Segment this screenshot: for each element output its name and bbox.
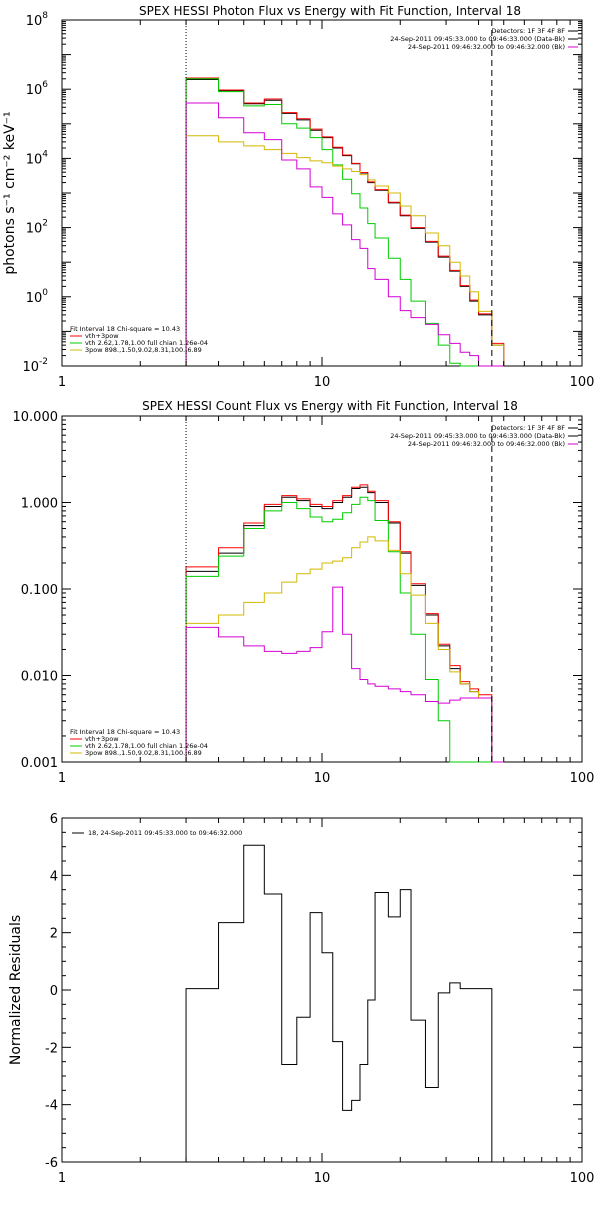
photon-legend-fit-interval: Fit Interval 18 Chi-square = 10.43 [70,325,180,333]
count-legend-fit-interval: Fit Interval 18 Chi-square = 10.43 [70,728,180,736]
count-legend-3pow: 3pow 898.,1.50,9.02,8.31,100.,6.89 [85,749,202,757]
photon-legend-detectors: Detectors: 1F 3F 4F 8F [491,27,565,35]
count-ytick-label: 0.010 [21,670,58,685]
count-legend-bk-interval: 24-Sep-2011 09:46:32.000 to 09:46:32.000… [408,440,565,448]
residuals-ticks: 1 10 100 -6 -4 -2 0 2 4 6 [45,812,594,1186]
photon-chart-title: SPEX HESSI Photon Flux vs Energy with Fi… [139,4,521,18]
photon-legend-data-interval: 24-Sep-2011 09:45:33.000 to 09:46:33.000… [390,35,565,43]
count-series-4 [185,586,504,763]
residuals-ylabel: Normalized Residuals [8,915,24,1065]
count-chart-title: SPEX HESSI Count Flux vs Energy with Fit… [142,399,518,413]
count-ticks: 1 10 100 0.001 0.010 0.100 1.000 10.000 [13,410,595,786]
photon-ytick-label: 100 [26,288,49,306]
count-legend-vth: vth 2.62,1.78,1.00 full chian 1.26e-04 [85,742,208,750]
photon-ytick-label: 10-2 [22,357,48,375]
residuals-ytick-label: 0 [50,984,58,999]
photon-ytick-label: 106 [26,80,49,98]
photon-legend-vth: vth 2.62,1.78,1.00 full chian 1.26e-04 [85,339,208,347]
photon-ytick-label: 104 [26,149,49,167]
photon-series-4 [185,102,504,367]
photon-series-2 [185,78,504,367]
residuals-xtick-label: 1 [58,1171,66,1186]
count-xtick-label: 100 [570,771,595,786]
photon-legend-bottom: Fit Interval 18 Chi-square = 10.43 vth+3… [70,325,208,354]
photon-ylabel: photons s⁻¹ cm⁻² keV⁻¹ [2,111,18,274]
count-ytick-label: 0.001 [21,756,58,771]
residuals-plot-frame [61,817,583,1163]
residuals-legend-interval: 18, 24-Sep-2011 09:45:33.000 to 09:46:32… [88,829,242,837]
count-plot-frame [61,415,583,763]
count-ytick-label: 0.100 [21,583,58,598]
residuals-ytick-label: 6 [50,812,58,827]
residuals-panel: Normalized Residuals 1 10 100 -6 -4 -2 0 2 4 6 18… [8,812,594,1186]
photon-series-0 [185,79,505,366]
count-series-2 [185,496,504,763]
count-xtick-label: 10 [314,771,331,786]
count-series-1 [185,484,504,763]
residuals-ytick-label: -4 [45,1099,58,1114]
residuals-ytick-label: 4 [50,869,58,884]
residuals-xtick-label: 100 [570,1171,595,1186]
count-vlines [185,416,493,762]
count-flux-panel: SPEX HESSI Count Flux vs Energy with Fit… [13,399,595,786]
count-ytick-label: 1.000 [21,497,58,512]
photon-ytick-label: 102 [26,219,48,237]
count-legend-top: Detectors: 1F 3F 4F 8F 24-Sep-2011 09:45… [390,424,578,448]
count-legend-vth3pow: vth+3pow [85,735,119,743]
photon-ticks: 1 10 100 10-2 100 102 104 106 108 [22,11,594,390]
photon-legend-top: Detectors: 1F 3F 4F 8F 24-Sep-2011 09:45… [390,27,578,51]
count-xtick-label: 1 [58,771,66,786]
photon-vlines [185,20,493,366]
residuals-ytick-label: 2 [50,927,58,942]
photon-xtick-label: 10 [314,375,331,390]
residuals-xtick-label: 10 [314,1171,331,1186]
photon-xtick-label: 100 [570,375,595,390]
photon-series-layer [185,77,505,367]
count-legend-bottom: Fit Interval 18 Chi-square = 10.43 vth+3… [70,728,208,757]
residuals-ytick-label: -6 [45,1156,58,1171]
count-legend-data-interval: 24-Sep-2011 09:45:33.000 to 09:46:33.000… [390,432,565,440]
residuals-series-layer [185,844,493,1162]
photon-ytick-label: 108 [26,11,49,29]
photon-xtick-label: 1 [58,375,66,390]
count-series-3 [185,536,504,763]
count-series-layer [185,484,504,763]
residuals-ytick-label: -2 [45,1041,58,1056]
residuals-series-0 [185,844,493,1162]
photon-legend-3pow: 3pow 898.,1.50,9.02,8.31,100.,6.89 [85,346,202,354]
count-legend-detectors: Detectors: 1F 3F 4F 8F [491,424,565,432]
photon-series-3 [185,135,505,366]
photon-legend-vth3pow: vth+3pow [85,332,119,340]
photon-flux-panel: SPEX HESSI Photon Flux vs Energy with Fi… [2,4,594,390]
photon-series-1 [185,77,505,366]
count-ytick-label: 10.000 [13,410,59,425]
count-series-0 [185,486,504,763]
photon-legend-bk-interval: 24-Sep-2011 09:46:32.000 to 09:46:32.000… [408,43,565,51]
